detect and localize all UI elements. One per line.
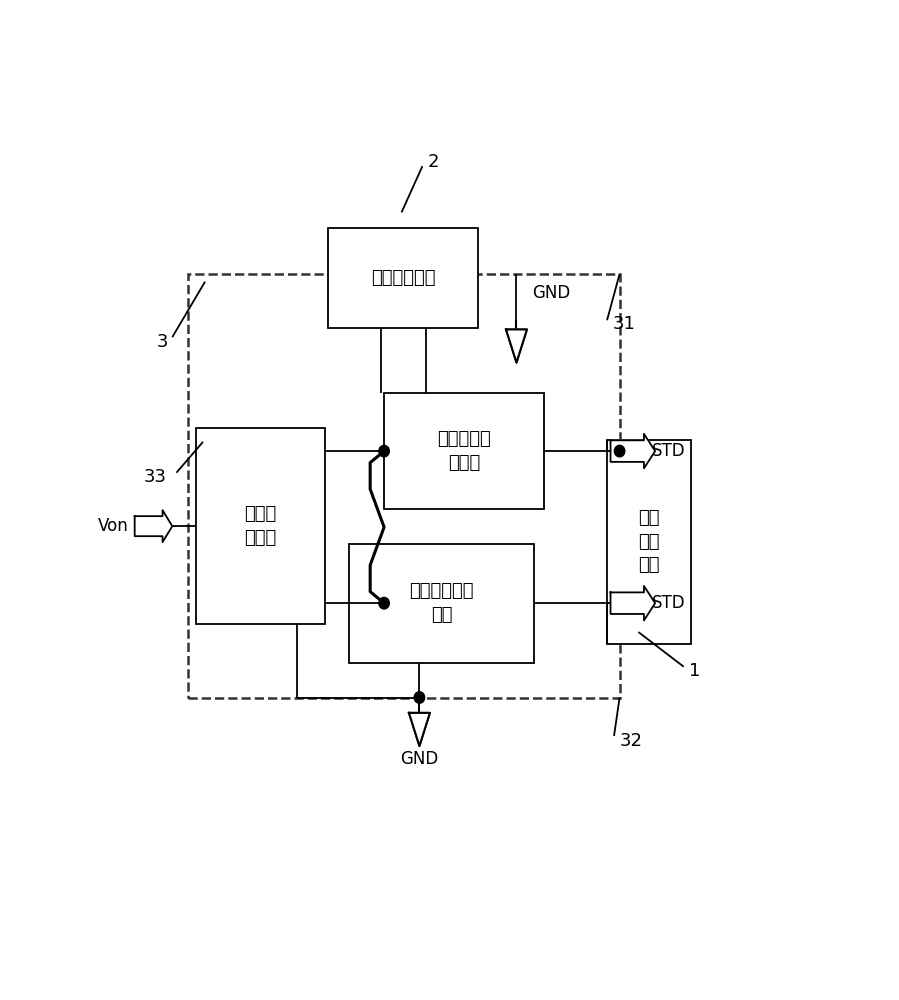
Circle shape (378, 445, 389, 457)
Text: 电压
生成
模块: 电压 生成 模块 (638, 509, 660, 574)
Text: GND: GND (532, 284, 570, 302)
Polygon shape (409, 713, 430, 746)
Polygon shape (610, 434, 655, 468)
Text: 输出控
制单元: 输出控 制单元 (245, 505, 277, 547)
Text: 32: 32 (619, 732, 643, 750)
Bar (328, 228, 478, 328)
Text: 1: 1 (690, 662, 700, 680)
Text: 33: 33 (144, 468, 166, 486)
Bar (188, 274, 619, 698)
Polygon shape (506, 329, 527, 363)
Bar (384, 393, 545, 509)
Text: 2: 2 (427, 153, 439, 171)
Text: 3: 3 (156, 333, 168, 351)
Bar (349, 544, 534, 663)
Text: STD: STD (653, 442, 686, 460)
Text: 时钟控制模块: 时钟控制模块 (371, 269, 435, 287)
Polygon shape (135, 510, 173, 542)
Text: 削角时间控
制单元: 削角时间控 制单元 (437, 430, 491, 472)
Text: GND: GND (400, 750, 439, 768)
Bar (607, 440, 690, 644)
Circle shape (378, 597, 389, 609)
Text: Von: Von (98, 517, 129, 535)
Bar (196, 428, 325, 624)
Polygon shape (610, 586, 655, 620)
Circle shape (614, 445, 625, 457)
Circle shape (414, 692, 424, 703)
Text: STD: STD (653, 594, 686, 612)
Text: 削角深度控制
单元: 削角深度控制 单元 (409, 582, 474, 624)
Text: 31: 31 (612, 315, 636, 333)
